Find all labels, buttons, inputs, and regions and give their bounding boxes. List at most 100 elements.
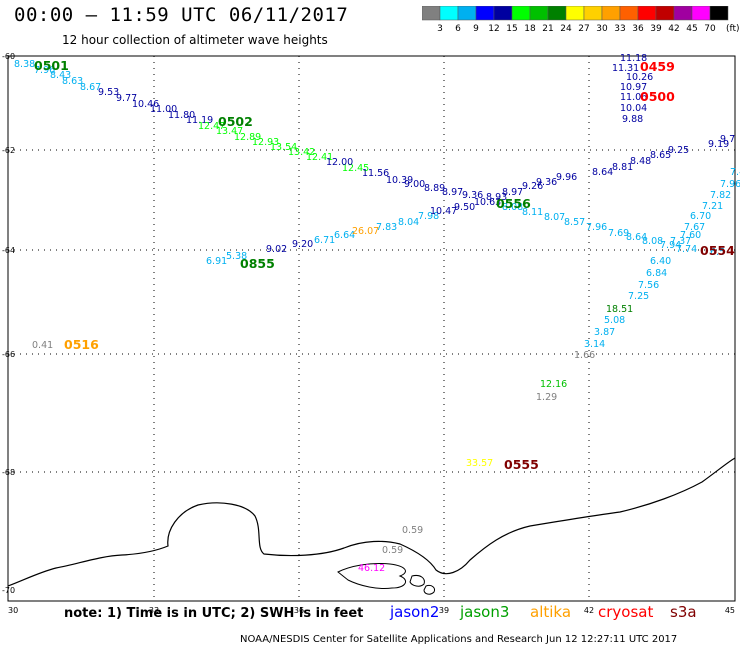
wave-height-value: 11.00 — [150, 104, 177, 115]
wave-height-value: 9.96 — [556, 172, 577, 183]
pass-time-labels: 0501 0502 0855 0516 0556 0554 0459 0500 0555 — [34, 58, 735, 472]
colorbar-tick: 21 — [542, 24, 553, 34]
wave-height-value: 1.29 — [536, 392, 557, 403]
colorbar-unit: (ft) — [726, 24, 740, 34]
wave-height-value: 9.36 — [536, 177, 557, 188]
wave-height-value: 7.94 — [660, 240, 681, 251]
wave-height-value: 6.70 — [690, 211, 711, 222]
longitude-label: 45 — [725, 606, 735, 615]
wave-height-value: 8.93 — [486, 192, 507, 203]
wave-height-value: 6.71 — [314, 235, 335, 246]
latitude-label: -66 — [2, 350, 15, 359]
wave-height-value: 8.64 — [626, 232, 647, 243]
wave-height-value: 0.59 — [382, 545, 403, 556]
wave-height-value: 8.08 — [642, 236, 663, 247]
satellite-legend-jason2: jason2 — [390, 603, 440, 621]
wave-height-value: 0.59 — [402, 525, 423, 536]
wave-height-value: 12.16 — [540, 379, 567, 390]
pass-time-label: 0459 — [640, 59, 675, 74]
wave-height-value: 7.67 — [684, 222, 705, 233]
wave-height-value: 7.82 — [710, 190, 731, 201]
wave-height-value: 12.41 — [306, 152, 333, 163]
wave-height-value: 26.07 — [352, 226, 379, 237]
wave-height-value: 8.81 — [612, 162, 633, 173]
wave-height-value: 11.19 — [186, 115, 213, 126]
wave-height-value: 11.06 — [620, 92, 647, 103]
wave-height-value: 8.65 — [650, 150, 671, 161]
wave-height-value: 8.89 — [424, 183, 445, 194]
wave-height-value: 10.97 — [620, 82, 647, 93]
pass-time-label: 0500 — [640, 89, 675, 104]
wave-height-value: 11.56 — [362, 168, 389, 179]
satellite-legend-cryosat: cryosat — [598, 603, 654, 621]
wave-height-value: 9.36 — [462, 190, 483, 201]
wave-height-value: 8.64 — [592, 167, 613, 178]
wave-height-value: 9.88 — [622, 114, 643, 125]
wave-height-value: 7.74 — [676, 244, 697, 255]
wave-height-value: 0.41 — [32, 340, 53, 351]
pass-time-label: 0556 — [496, 196, 531, 211]
colorbar-tick: 15 — [506, 24, 517, 34]
wave-height-value: 10.47 — [430, 206, 457, 217]
wave-height-value: 1.66 — [574, 350, 595, 361]
wave-height-value: 7.25 — [628, 291, 649, 302]
wave-height-value: 11.18 — [620, 53, 647, 64]
wave-height-value: 10.46 — [132, 99, 159, 110]
wave-height-value: 9.02 — [266, 244, 287, 255]
wave-height-value: 9.26 — [522, 181, 543, 192]
wave-height-value: 46.12 — [358, 563, 385, 574]
wave-height-value: 7.69 — [608, 228, 629, 239]
wave-height-value: 8.57 — [564, 217, 585, 228]
wave-height-value: 18.51 — [606, 304, 633, 315]
colorbar-tick: 39 — [650, 24, 662, 34]
wave-height-value: 13.42 — [288, 147, 315, 158]
colorbar-tick: 9 — [473, 24, 479, 34]
pass-time-label: 0501 — [34, 58, 69, 73]
wave-height-value: 7.37 — [670, 236, 691, 247]
wave-height-value: 10.26 — [626, 72, 653, 83]
wave-height-value: 8.38 — [14, 59, 35, 70]
wave-height-value: 8.48 — [630, 156, 651, 167]
pass-time-label: 0516 — [64, 337, 99, 352]
map-subtitle: 12 hour collection of altimeter wave hei… — [62, 33, 328, 47]
pass-time-label: 0555 — [504, 457, 539, 472]
wave-height-value: 13.54 — [270, 142, 297, 153]
wave-height-value: 33.57 — [466, 458, 493, 469]
axis-labels: -60 -62 -64 -66 -68 -70 30 33 36 39 42 45 — [2, 52, 735, 615]
wave-height-value: 6.64 — [334, 230, 355, 241]
satellite-legend-jason3: jason3 — [460, 603, 510, 621]
wave-height-value: 12.45 — [342, 163, 369, 174]
colorbar-tick: 36 — [632, 24, 644, 34]
wave-height-value: 7.83 — [376, 222, 397, 233]
wave-height-value: 8.43 — [50, 70, 71, 81]
wave-height-value: 8.04 — [398, 217, 419, 228]
wave-height-value: 5.38 — [226, 251, 247, 262]
wave-height-value: 8.67 — [80, 82, 101, 93]
wave-height-value: 8.97 — [442, 187, 463, 198]
wave-height-value: 7.96 — [586, 222, 607, 233]
wave-height-value: 9.25 — [668, 145, 689, 156]
colorbar-tick: 18 — [524, 24, 536, 34]
wave-height-value: 9.19 — [708, 139, 729, 150]
wave-height-value: 9.20 — [292, 239, 313, 250]
wave-height-value: 3.87 — [594, 327, 615, 338]
colorbar-tick: 70 — [704, 24, 716, 34]
latitude-label: -62 — [2, 146, 15, 155]
wave-height-value: 10.39 — [386, 175, 413, 186]
wave-height-value: 8.11 — [522, 207, 543, 218]
colorbar-tick: 33 — [614, 24, 625, 34]
latitude-label: -60 — [2, 52, 15, 61]
colorbar-swatch — [709, 6, 729, 21]
peninsula-coast — [337, 563, 407, 589]
wave-height-value: 6.5 — [710, 247, 725, 258]
wave-height-value: 5.08 — [604, 315, 625, 326]
wave-height-value: 11.80 — [168, 110, 195, 121]
credit-line: NOAA/NESDIS Center for Satellite Applica… — [240, 634, 678, 645]
wave-height-value: 7.96 — [720, 179, 740, 190]
longitude-label: 36 — [294, 606, 304, 615]
footnote-note: note: 1) Time is in UTC; 2) SWH is in fe… — [64, 606, 364, 621]
latitude-label: -64 — [2, 246, 15, 255]
wave-height-value: 3.14 — [584, 339, 605, 350]
latitude-label: -68 — [2, 468, 15, 477]
